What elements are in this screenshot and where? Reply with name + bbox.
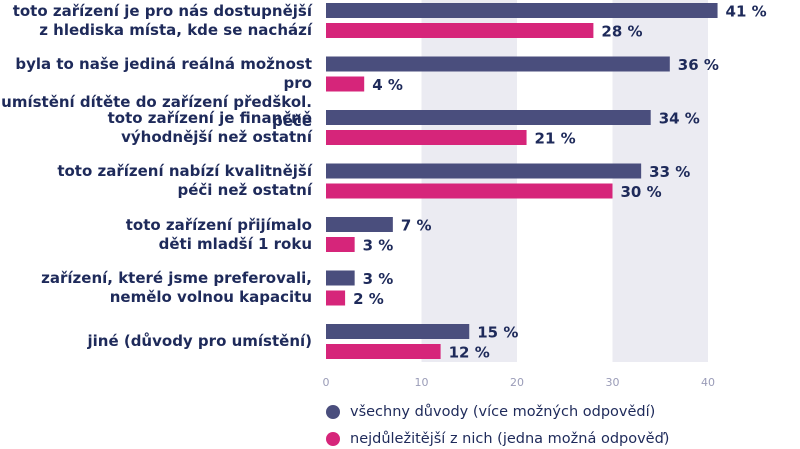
legend-item-most-important: nejdůležitější z nich (jedna možná odpov…: [326, 431, 669, 447]
legend-label-most-important: nejdůležitější z nich (jedna možná odpov…: [350, 431, 670, 447]
category-label-line: děti mladší 1 roku: [158, 234, 312, 253]
category-label-line: zařízení, které jsme preferovali,: [41, 269, 312, 287]
bar-all-reasons: [326, 270, 355, 286]
bar-value-label: 41 %: [726, 3, 767, 21]
x-tick-label: 30: [606, 376, 620, 389]
category-label: zařízení, které jsme preferovali, nemělo …: [0, 269, 312, 307]
bar-value-label: 12 %: [449, 344, 490, 362]
category-label: toto zařízení nabízí kvalitnější péči než…: [0, 162, 312, 200]
category-label-line: toto zařízení je pro nás dostupnější: [12, 1, 312, 20]
grid-band: [421, 0, 517, 362]
bar-value-label: 36 %: [678, 56, 719, 74]
x-tick-label: 20: [510, 376, 524, 389]
grid-band: [612, 0, 708, 362]
category-label: toto zařízení přijímalo děti mladší 1 rok…: [0, 216, 312, 254]
bar-most-important: [326, 23, 594, 38]
x-tick-label: 10: [415, 376, 429, 389]
category-label: byla to naše jediná reálná možnost pro um…: [0, 55, 312, 131]
bar-most-important: [326, 130, 527, 145]
bar-value-label: 30 %: [621, 183, 662, 201]
category-label-line: z hlediska místa, kde se nachází: [39, 20, 312, 39]
bar-value-label: 2 %: [353, 290, 384, 308]
bar-value-label: 3 %: [363, 270, 394, 288]
category-label: toto zařízení je pro nás dostupnější z hl…: [0, 2, 312, 40]
bar-value-label: 15 %: [477, 324, 518, 342]
bar-value-label: 7 %: [401, 217, 432, 235]
bar-most-important: [326, 290, 346, 306]
x-tick-label: 40: [701, 376, 715, 389]
category-label-line: výhodnější než ostatní: [121, 127, 312, 146]
bar-all-reasons: [326, 217, 393, 232]
bar-all-reasons: [326, 324, 470, 339]
legend-swatch-most-important: [326, 432, 340, 446]
category-label-line: umístění dítěte do zařízení předškol. pé…: [1, 93, 312, 130]
bar-all-reasons: [326, 56, 670, 72]
bar-value-label: 33 %: [649, 163, 690, 181]
bar-all-reasons: [326, 110, 651, 125]
category-label-line: byla to naše jediná reálná možnost pro: [15, 55, 312, 92]
bar-most-important: [326, 183, 613, 199]
bar-value-label: 3 %: [363, 237, 394, 255]
bar-all-reasons: [326, 3, 718, 18]
bar-all-reasons: [326, 163, 642, 179]
category-label: jiné (důvody pro umístění): [0, 332, 312, 351]
legend-label-all-reasons: všechny důvody (více možných odpovědí): [350, 404, 656, 420]
category-label-line: jiné (důvody pro umístění): [87, 332, 312, 350]
bar-most-important: [326, 344, 441, 359]
bar-value-label: 34 %: [659, 110, 700, 128]
bar-most-important: [326, 76, 365, 92]
category-label: toto zařízení je finančně výhodnější než …: [0, 109, 312, 147]
category-label-line: péči než ostatní: [177, 181, 313, 199]
x-tick-label: 0: [323, 376, 330, 389]
bar-value-label: 4 %: [372, 76, 403, 94]
legend-swatch-all-reasons: [326, 405, 340, 419]
category-label-line: nemělo volnou kapacitu: [109, 288, 312, 306]
category-label-line: toto zařízení nabízí kvalitnější: [57, 162, 312, 180]
bar-value-label: 21 %: [535, 130, 576, 148]
legend-item-all-reasons: všechny důvody (více možných odpovědí): [326, 404, 655, 420]
category-label-line: toto zařízení přijímalo: [125, 215, 312, 234]
bar-value-label: 28 %: [601, 23, 642, 41]
bar-most-important: [326, 237, 355, 252]
category-label-line: toto zařízení je finančně: [107, 108, 312, 127]
